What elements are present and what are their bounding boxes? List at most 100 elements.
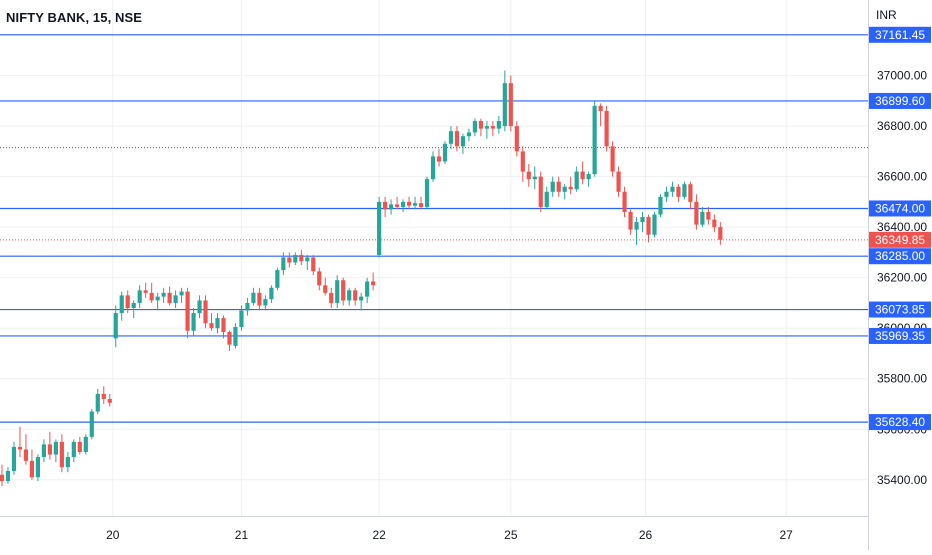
level-price-label: 36899.60 — [869, 92, 931, 109]
candle-body — [454, 131, 460, 147]
candle-down — [341, 277, 346, 306]
price-label-bg — [869, 200, 931, 217]
candle-body — [389, 204, 394, 210]
level-price-label: 36474.00 — [869, 200, 931, 217]
price-label-text: 36073.85 — [875, 303, 925, 317]
candle-down — [526, 164, 531, 187]
candle-body — [107, 398, 112, 403]
candle-body — [664, 191, 669, 197]
candle-down — [47, 431, 52, 460]
candle-body — [125, 295, 130, 308]
candle-down — [311, 254, 316, 276]
candle-up — [275, 267, 280, 291]
candle-body — [580, 171, 585, 180]
candle-down — [622, 186, 627, 218]
candle-down — [383, 196, 388, 218]
candle-body — [424, 179, 430, 207]
candle-up — [502, 70, 507, 132]
x-tick-label: 22 — [372, 528, 386, 542]
candle-down — [490, 121, 495, 137]
candle-down — [580, 161, 585, 185]
candle-down — [688, 181, 693, 210]
candle-body — [131, 302, 136, 308]
candle-down — [125, 290, 130, 314]
candle-up — [634, 217, 639, 245]
candle-up — [305, 254, 310, 271]
candle-body — [640, 217, 645, 223]
candle-up — [251, 287, 256, 306]
candle-up — [544, 186, 549, 210]
candle-down — [718, 222, 723, 245]
level-price-label: 35969.35 — [869, 327, 931, 344]
candle-body — [377, 201, 382, 255]
candle-up — [652, 212, 657, 238]
candle-up — [11, 441, 17, 475]
candle-body — [436, 156, 442, 162]
candle-body — [209, 323, 214, 329]
candle-up — [173, 290, 178, 308]
candle-body — [101, 393, 106, 399]
candle-up — [293, 252, 298, 266]
candle-down — [604, 105, 609, 152]
candle-down — [23, 434, 29, 465]
candle-body — [520, 151, 525, 172]
candle-body — [5, 470, 11, 482]
candle-up — [460, 133, 466, 154]
candle-body — [556, 181, 561, 192]
candle-body — [191, 313, 196, 331]
candle-body — [682, 184, 687, 197]
candle-body — [71, 441, 76, 458]
candle-up — [71, 439, 76, 463]
candle-body — [203, 300, 208, 324]
x-tick-label: 27 — [780, 528, 794, 542]
candle-up — [550, 176, 555, 197]
candle-down — [317, 267, 322, 291]
candle-up — [424, 176, 430, 210]
candle-body — [550, 181, 555, 192]
candle-body — [466, 132, 472, 137]
candle-down — [185, 287, 190, 339]
candle-body — [490, 126, 495, 129]
level-price-label: 35628.40 — [869, 414, 931, 431]
candle-up — [484, 121, 489, 139]
candle-up — [119, 291, 124, 321]
dotted-level-layer — [0, 147, 868, 241]
candle-body — [514, 126, 519, 152]
price-label-text: 35969.35 — [875, 329, 925, 343]
candle-body — [287, 257, 292, 263]
candle-body — [670, 186, 675, 192]
candle-body — [622, 191, 627, 212]
candle-body — [508, 83, 513, 127]
price-label-text: 36285.00 — [875, 249, 925, 263]
candle-body — [293, 254, 298, 263]
candle-body — [329, 292, 334, 303]
candle-down — [221, 315, 226, 339]
horizontal-level-layer — [0, 34, 868, 423]
candle-body — [299, 254, 304, 262]
candle-body — [143, 290, 148, 293]
candle-body — [406, 201, 412, 206]
currency-label: INR — [876, 8, 897, 22]
candle-down — [107, 393, 112, 407]
candle-up — [442, 141, 448, 164]
candle-body — [11, 446, 17, 471]
y-tick-label: 36600.00 — [877, 170, 927, 184]
candle-up — [430, 151, 436, 182]
candle-body — [532, 176, 537, 180]
candle-body — [706, 212, 711, 220]
candle-down — [257, 287, 262, 311]
candle-up — [233, 323, 238, 349]
candle-body — [448, 131, 454, 144]
candle-down — [299, 249, 304, 266]
level-labels-layer: 37161.45 36899.60 36474.00 36285.00 36073.85… — [869, 26, 931, 431]
candle-up — [592, 100, 597, 177]
candle-down — [646, 214, 651, 243]
candle-up — [89, 409, 94, 440]
candle-down — [598, 103, 603, 127]
candle-body — [221, 318, 226, 332]
candle-body — [574, 171, 579, 190]
candle-body — [688, 184, 693, 202]
candle-body — [179, 291, 184, 296]
